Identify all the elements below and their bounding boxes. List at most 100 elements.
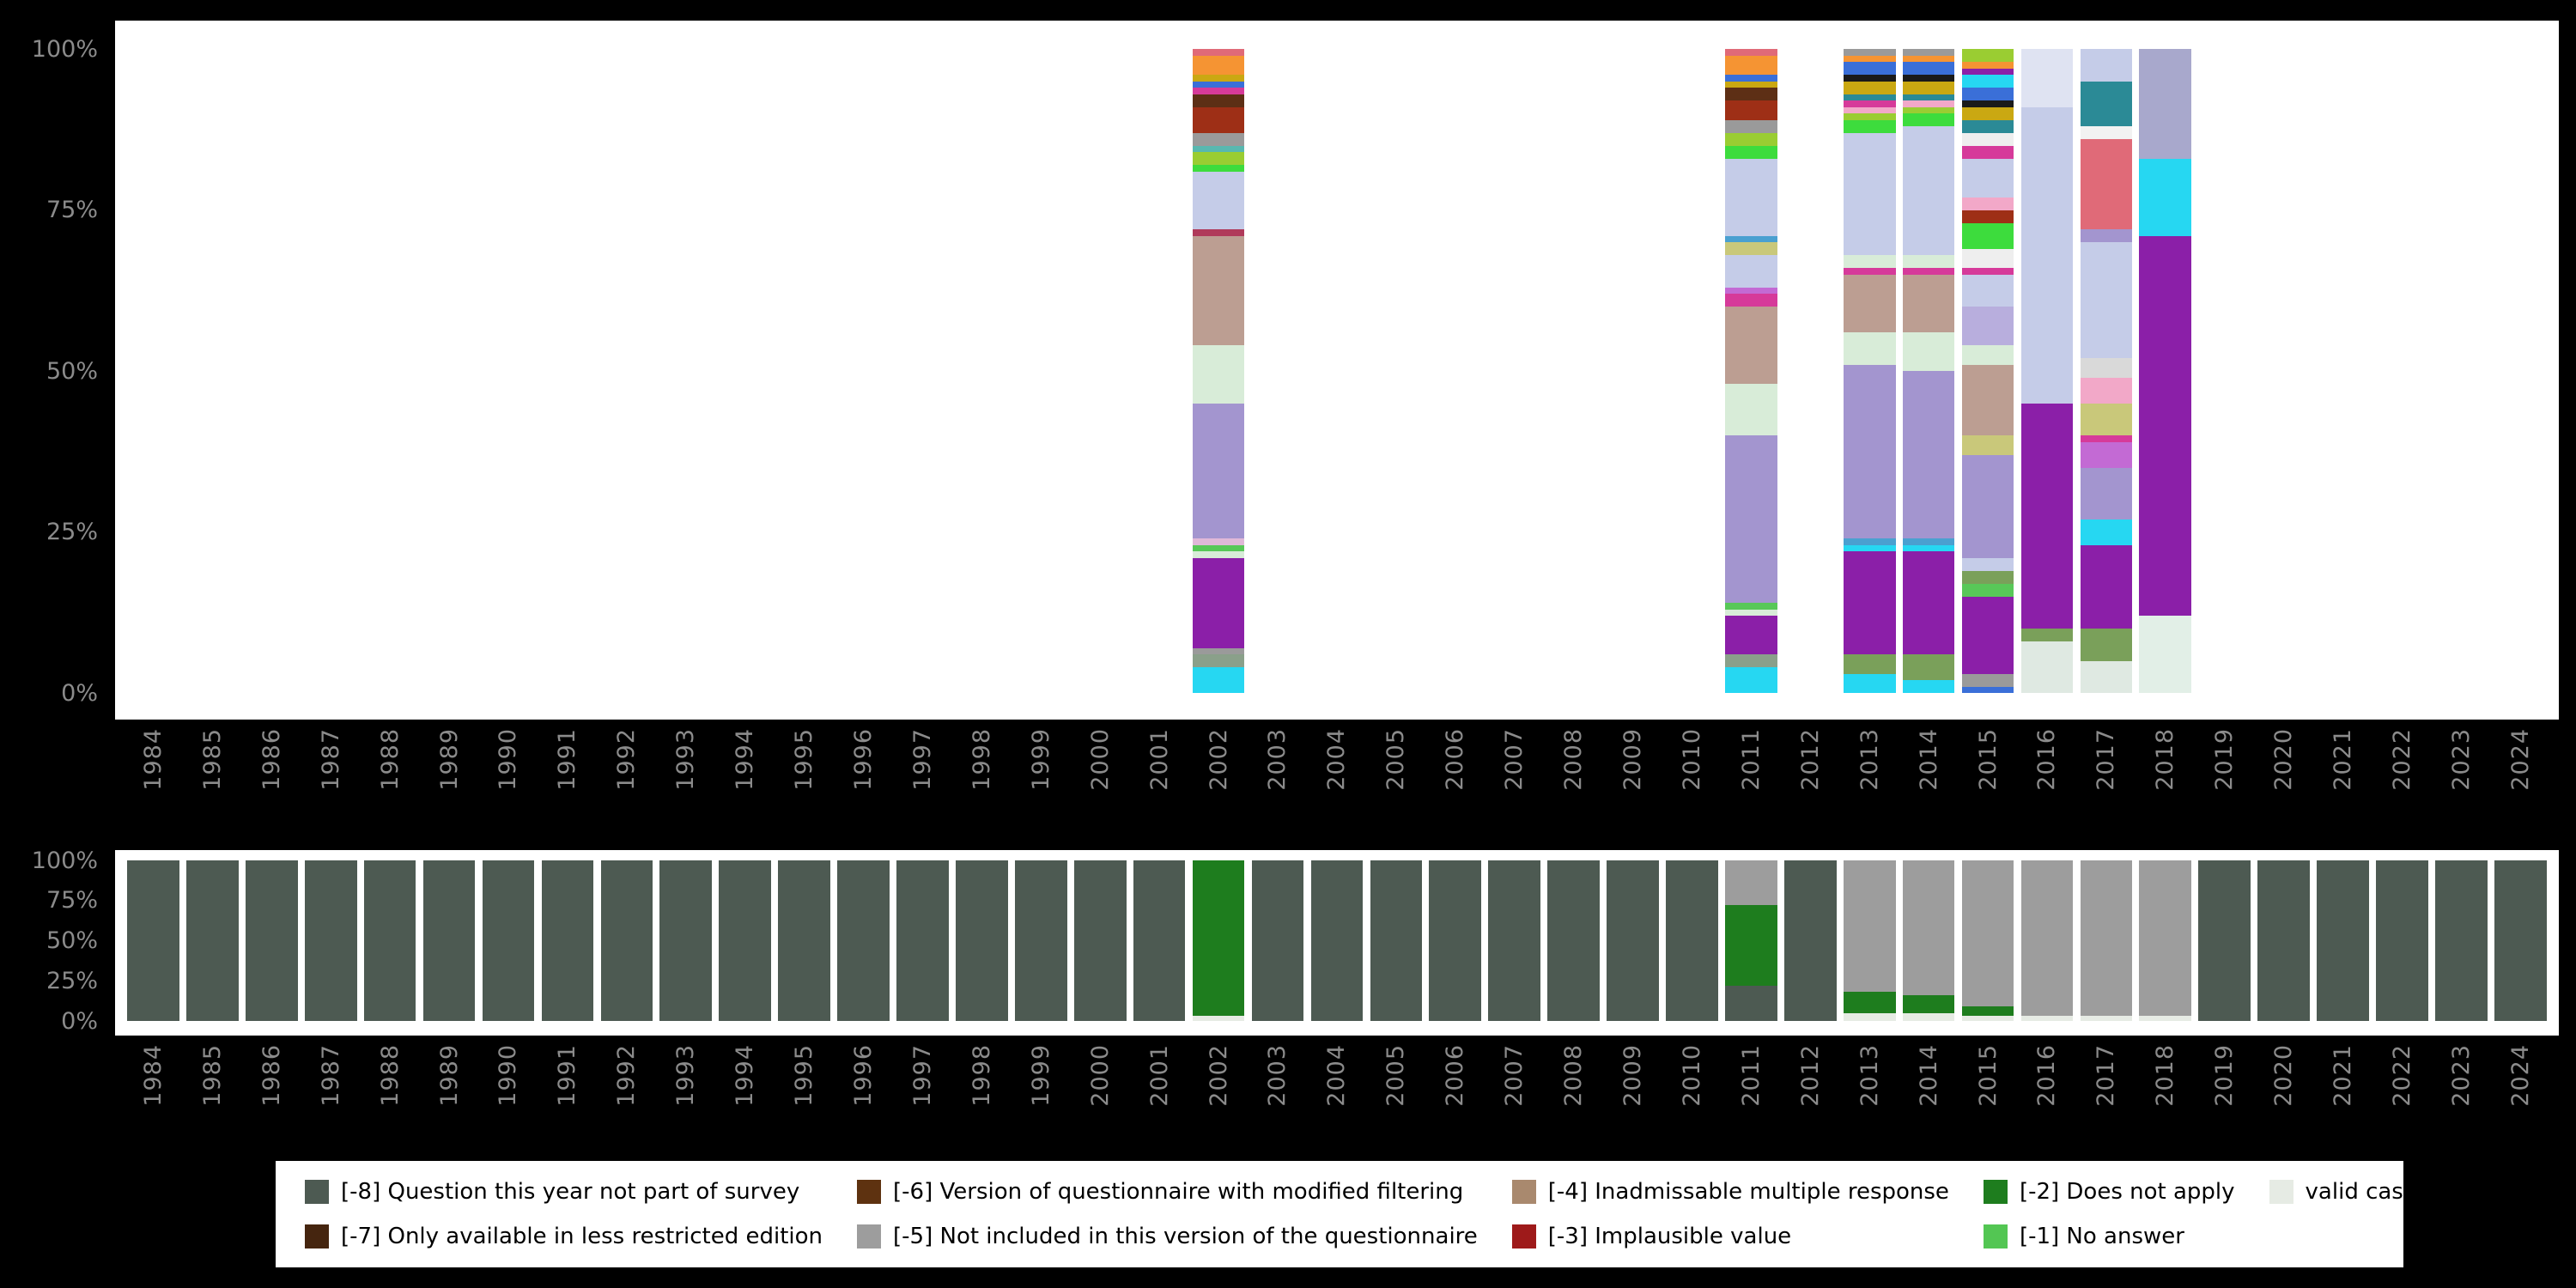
legend-swatch bbox=[305, 1180, 329, 1204]
x-tick-label-1989: 1989 bbox=[435, 728, 463, 791]
x-tick-label-2010: 2010 bbox=[1678, 728, 1705, 791]
x-tick-label-2008: 2008 bbox=[1560, 1044, 1588, 1107]
availability-bar-2006 bbox=[1429, 860, 1482, 1021]
bar-segment bbox=[1192, 75, 1245, 82]
availability-bar-1985 bbox=[186, 860, 239, 1021]
x-tick-label-2016: 2016 bbox=[2033, 728, 2061, 791]
bar-segment bbox=[2020, 629, 2074, 641]
x-tick-cell: 1987 bbox=[301, 728, 361, 831]
availability-bar-2018 bbox=[2139, 860, 2192, 1021]
y-tick-label: 25% bbox=[46, 519, 98, 545]
x-tick-cell: 1986 bbox=[242, 728, 301, 831]
bar-slot-2023 bbox=[2432, 860, 2491, 1021]
availability-bar-2019 bbox=[2198, 860, 2251, 1021]
bar-segment bbox=[541, 860, 594, 1021]
bar-segment bbox=[2376, 860, 2428, 1021]
bar-segment bbox=[1902, 113, 1955, 126]
bar-segment bbox=[1961, 132, 2014, 146]
bar-segment bbox=[2317, 860, 2369, 1021]
availability-bar-2016 bbox=[2020, 860, 2074, 1021]
availability-bar-1995 bbox=[778, 860, 830, 1021]
x-tick-label-1996: 1996 bbox=[850, 728, 878, 791]
bar-segment bbox=[1843, 364, 1896, 538]
x-tick-label-1984: 1984 bbox=[139, 728, 167, 791]
availability-bar-2008 bbox=[1547, 860, 1600, 1021]
bar-segment bbox=[2198, 860, 2251, 1021]
x-tick-cell: 2011 bbox=[1722, 728, 1781, 831]
bar-segment bbox=[2080, 629, 2133, 661]
bar-segment bbox=[1488, 860, 1540, 1021]
bar-segment bbox=[1192, 647, 1245, 654]
x-tick-cell: 2019 bbox=[2195, 1044, 2254, 1147]
x-tick-cell: 1998 bbox=[952, 1044, 1012, 1147]
bar-segment bbox=[2080, 229, 2133, 242]
bar-slot-2002 bbox=[1189, 49, 1249, 693]
bar-segment bbox=[2080, 81, 2133, 126]
x-tick-label-2001: 2001 bbox=[1145, 728, 1173, 791]
bar-slot-2007 bbox=[1485, 860, 1544, 1021]
bar-segment bbox=[1843, 654, 1896, 674]
bar-segment bbox=[1725, 287, 1777, 294]
bar-segment bbox=[1666, 860, 1718, 1021]
x-tick-cell: 2005 bbox=[1366, 1044, 1425, 1147]
bar-segment bbox=[1961, 158, 2014, 197]
bar-slot-1996 bbox=[834, 860, 893, 1021]
x-tick-label-1990: 1990 bbox=[495, 728, 522, 791]
x-tick-label-2019: 2019 bbox=[2211, 728, 2239, 791]
distribution-x-axis: 1984 1985 1986 1987 1988 1989 1990 1991 1992 1993… bbox=[115, 728, 2559, 831]
bar-segment bbox=[1192, 551, 1245, 558]
availability-bar-1998 bbox=[956, 860, 1008, 1021]
bar-slot-2011 bbox=[1722, 860, 1781, 1021]
x-tick-cell: 1994 bbox=[715, 728, 775, 831]
bar-segment bbox=[1961, 75, 2014, 88]
bar-segment bbox=[1725, 75, 1777, 82]
availability-bar-2003 bbox=[1251, 860, 1304, 1021]
x-tick-label-2024: 2024 bbox=[2506, 1044, 2534, 1107]
x-tick-cell: 2022 bbox=[2372, 1044, 2432, 1147]
y-tick-label: 100% bbox=[31, 847, 98, 874]
legend: [-8] Question this year not part of surv… bbox=[276, 1161, 2428, 1267]
bar-segment bbox=[2139, 235, 2192, 616]
bar-segment bbox=[2139, 1016, 2192, 1021]
x-tick-label-2002: 2002 bbox=[1205, 728, 1232, 791]
x-tick-label-2004: 2004 bbox=[1323, 1044, 1351, 1107]
bar-segment bbox=[1725, 88, 1777, 100]
x-tick-cell: 2014 bbox=[1899, 728, 1959, 831]
x-tick-label-1996: 1996 bbox=[850, 1044, 878, 1107]
distribution-bars bbox=[115, 21, 2559, 720]
x-tick-label-1999: 1999 bbox=[1027, 1044, 1054, 1107]
x-tick-label-2014: 2014 bbox=[1915, 1044, 1942, 1107]
bar-slot-1986 bbox=[242, 860, 301, 1021]
bar-segment bbox=[896, 860, 949, 1021]
bar-slot-2002 bbox=[1189, 860, 1249, 1021]
x-tick-cell: 1987 bbox=[301, 1044, 361, 1147]
bar-segment bbox=[1192, 229, 1245, 236]
bar-slot-2019 bbox=[2195, 860, 2254, 1021]
bar-segment bbox=[1725, 55, 1777, 75]
bar-segment bbox=[1725, 905, 1777, 986]
x-tick-label-2000: 2000 bbox=[1086, 728, 1114, 791]
x-tick-label-2004: 2004 bbox=[1323, 728, 1351, 791]
x-tick-label-1995: 1995 bbox=[791, 1044, 818, 1107]
x-tick-label-2015: 2015 bbox=[1974, 1044, 2002, 1107]
bar-slot-2008 bbox=[1544, 860, 1603, 1021]
bar-segment bbox=[2080, 242, 2133, 358]
bar-segment bbox=[1725, 654, 1777, 667]
x-tick-label-2017: 2017 bbox=[2093, 728, 2120, 791]
bar-segment bbox=[1725, 242, 1777, 255]
x-tick-cell: 2008 bbox=[1544, 728, 1603, 831]
x-tick-cell: 1984 bbox=[124, 728, 183, 831]
legend-label: [-2] Does not apply bbox=[2019, 1179, 2235, 1205]
bar-slot-2015 bbox=[1959, 860, 2018, 1021]
availability-bar-2009 bbox=[1607, 860, 1659, 1021]
bar-slot-2015 bbox=[1959, 49, 2018, 693]
bar-segment bbox=[1192, 106, 1245, 133]
availability-bar-2023 bbox=[2435, 860, 2488, 1021]
x-tick-label-1998: 1998 bbox=[968, 1044, 995, 1107]
x-tick-cell: 1991 bbox=[538, 728, 597, 831]
x-tick-cell: 1990 bbox=[479, 728, 538, 831]
bar-slot-2009 bbox=[1603, 860, 1662, 1021]
bar-slot-2017 bbox=[2076, 49, 2136, 693]
bar-segment bbox=[1725, 860, 1777, 906]
bar-segment bbox=[1725, 145, 1777, 159]
